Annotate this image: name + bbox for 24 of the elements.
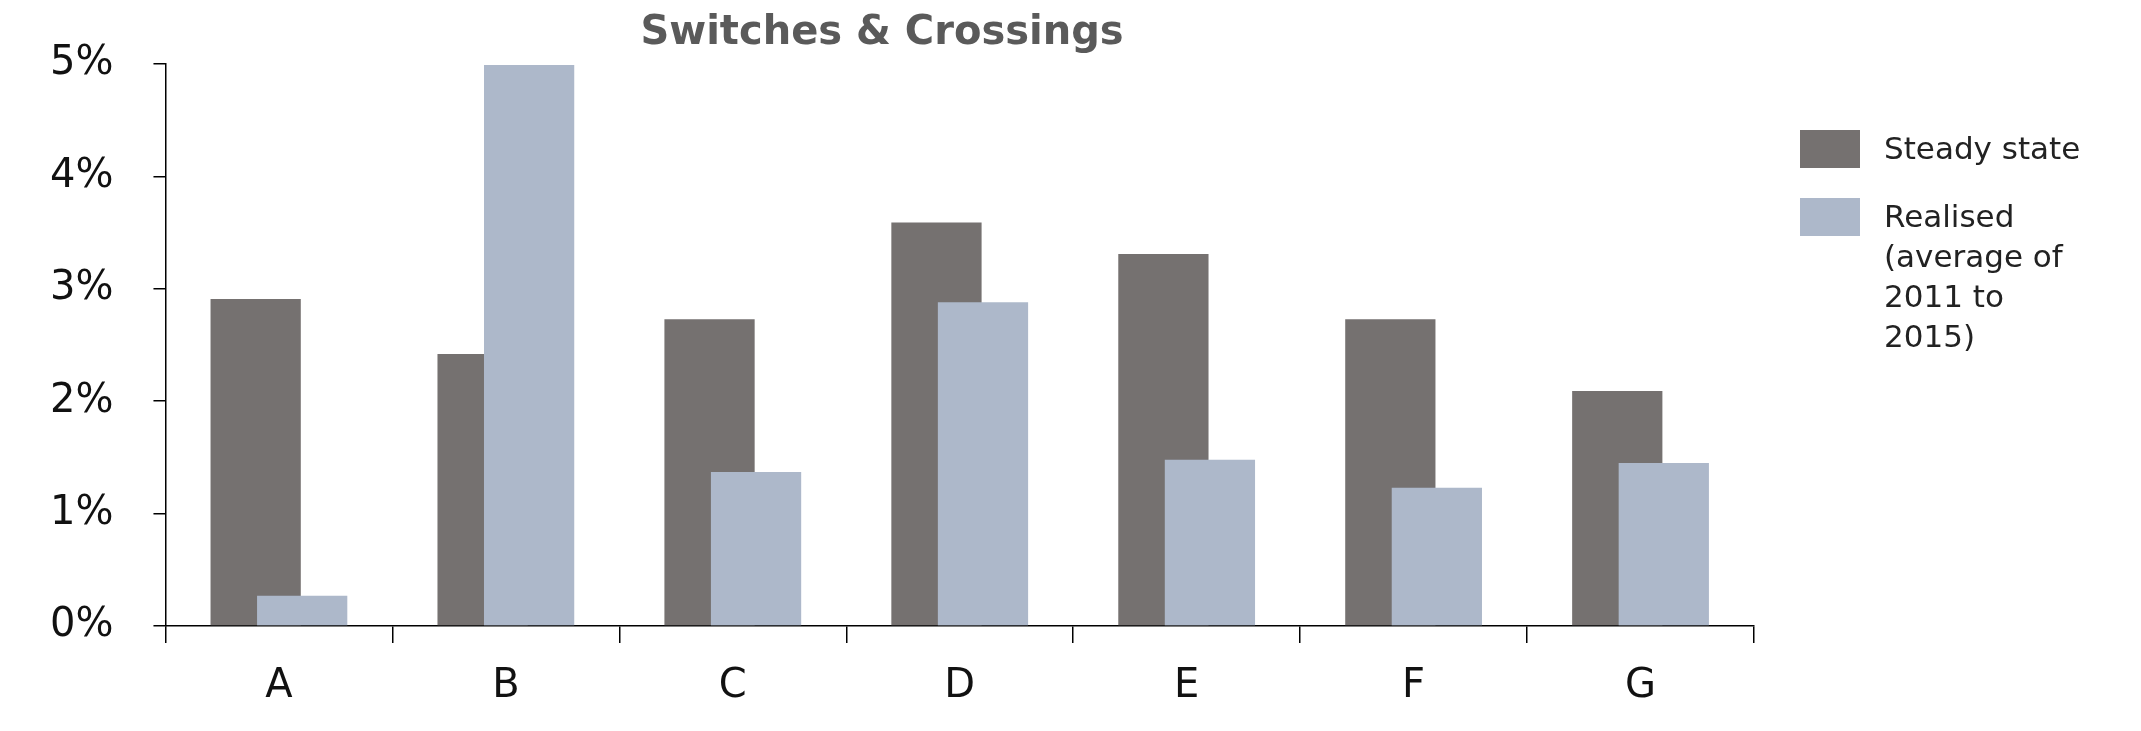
bar bbox=[710, 472, 802, 626]
y-tick-label: 5% bbox=[49, 37, 114, 84]
x-tick-label: G bbox=[1625, 660, 1657, 707]
chart-title: Switches & Crossings bbox=[640, 7, 1124, 54]
legend-label: Realised (average of 2011 to 2015) bbox=[1884, 197, 2065, 356]
bar bbox=[1164, 459, 1256, 626]
x-tick-label: B bbox=[492, 660, 520, 707]
bar bbox=[937, 302, 1029, 626]
x-tick-label: E bbox=[1174, 660, 1200, 707]
bar bbox=[1391, 487, 1482, 626]
y-tick-label: 1% bbox=[49, 486, 114, 533]
y-tick-label: 0% bbox=[49, 599, 114, 646]
x-tick-label: F bbox=[1402, 660, 1426, 707]
bar bbox=[1618, 463, 1709, 626]
bar bbox=[257, 595, 348, 626]
x-tick-label: A bbox=[265, 660, 294, 707]
bar bbox=[483, 65, 575, 626]
x-tick-label: D bbox=[944, 660, 976, 707]
y-tick-label: 3% bbox=[49, 262, 114, 309]
y-tick-label: 4% bbox=[49, 149, 114, 196]
legend-label: Steady state bbox=[1884, 129, 2082, 168]
bar bbox=[210, 298, 301, 626]
x-tick-label: C bbox=[718, 660, 747, 707]
y-tick-label: 2% bbox=[49, 374, 114, 421]
